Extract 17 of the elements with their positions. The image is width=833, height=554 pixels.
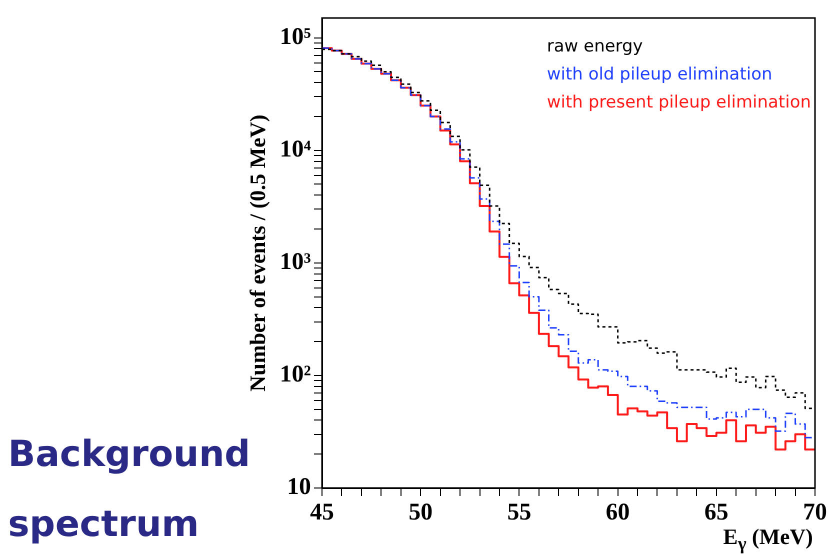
y-tick-label: 10³ xyxy=(280,249,311,276)
x-tick-label: 55 xyxy=(507,500,532,526)
x-tick-label: 50 xyxy=(408,500,433,526)
x-tick-label: 45 xyxy=(310,500,334,526)
text: raw energy xyxy=(546,36,643,56)
text: Background spectrum xyxy=(8,434,250,545)
y-axis-title: Number of events / (0.5 MeV) xyxy=(245,114,271,392)
x-tick-label: 65 xyxy=(704,500,728,526)
y-tick-label: 10² xyxy=(280,362,311,388)
y-tick-label: 10 xyxy=(287,474,311,500)
y-tick-label: 10⁴ xyxy=(280,136,311,163)
x-axis-title: E$_{γ}$ (MeV) xyxy=(723,524,813,554)
x-tick-label: 60 xyxy=(606,500,630,526)
text: with present pileup elimination xyxy=(546,92,812,112)
text: with old pileup elimination xyxy=(546,64,772,84)
x-tick-label: 70 xyxy=(803,500,827,526)
y-tick-label: 10⁵ xyxy=(280,24,311,50)
